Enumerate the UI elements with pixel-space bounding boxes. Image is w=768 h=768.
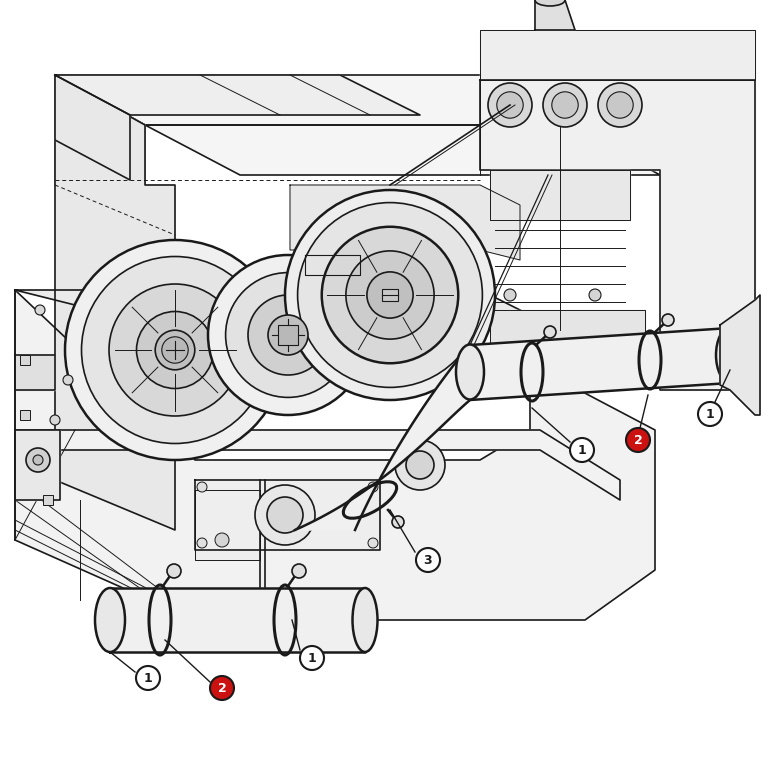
Polygon shape — [15, 290, 655, 620]
Circle shape — [50, 415, 60, 425]
Circle shape — [208, 255, 368, 415]
Circle shape — [65, 240, 285, 460]
Circle shape — [35, 305, 45, 315]
Polygon shape — [490, 310, 645, 380]
Circle shape — [255, 485, 315, 545]
Circle shape — [543, 83, 587, 127]
Circle shape — [570, 438, 594, 462]
Polygon shape — [15, 430, 60, 500]
Polygon shape — [295, 345, 470, 530]
Circle shape — [416, 548, 440, 572]
Circle shape — [626, 428, 650, 452]
Circle shape — [267, 497, 303, 533]
Circle shape — [598, 83, 642, 127]
Circle shape — [254, 592, 270, 608]
Circle shape — [33, 455, 43, 465]
Circle shape — [607, 92, 633, 118]
Ellipse shape — [95, 588, 125, 652]
Circle shape — [368, 482, 378, 492]
Bar — [382, 289, 398, 301]
Circle shape — [367, 272, 413, 318]
Polygon shape — [55, 75, 420, 115]
Circle shape — [162, 337, 188, 363]
Ellipse shape — [535, 0, 565, 6]
Text: 1: 1 — [144, 671, 152, 684]
Circle shape — [368, 538, 378, 548]
Polygon shape — [15, 355, 55, 390]
Circle shape — [504, 289, 516, 301]
Circle shape — [109, 284, 241, 416]
Circle shape — [589, 289, 601, 301]
Circle shape — [698, 402, 722, 426]
Circle shape — [81, 257, 269, 443]
Polygon shape — [480, 80, 755, 390]
Circle shape — [155, 330, 195, 370]
Polygon shape — [55, 75, 145, 235]
Polygon shape — [195, 490, 260, 560]
Polygon shape — [535, 0, 575, 30]
Circle shape — [300, 646, 324, 670]
Circle shape — [136, 666, 160, 690]
Circle shape — [551, 92, 578, 118]
Text: 2: 2 — [217, 681, 227, 694]
Circle shape — [392, 516, 404, 528]
Circle shape — [137, 312, 214, 389]
Text: 2: 2 — [634, 433, 642, 446]
Circle shape — [544, 326, 556, 338]
Circle shape — [268, 315, 308, 355]
Circle shape — [26, 448, 50, 472]
Circle shape — [167, 564, 181, 578]
Circle shape — [197, 482, 207, 492]
Polygon shape — [55, 75, 130, 180]
Ellipse shape — [353, 588, 378, 652]
Circle shape — [662, 314, 674, 326]
Circle shape — [251, 591, 269, 609]
Circle shape — [197, 538, 207, 548]
Text: 1: 1 — [706, 408, 714, 421]
Circle shape — [226, 273, 350, 397]
Circle shape — [514, 349, 526, 361]
Text: 3: 3 — [424, 554, 432, 567]
Ellipse shape — [456, 345, 484, 399]
Polygon shape — [480, 30, 755, 80]
Polygon shape — [290, 185, 520, 260]
Circle shape — [256, 596, 264, 604]
Polygon shape — [15, 290, 560, 380]
Bar — [278, 326, 297, 345]
Circle shape — [210, 676, 234, 700]
Circle shape — [248, 295, 328, 375]
Circle shape — [406, 451, 434, 479]
Circle shape — [292, 564, 306, 578]
Circle shape — [574, 349, 586, 361]
Circle shape — [346, 251, 434, 339]
Circle shape — [497, 92, 523, 118]
Polygon shape — [195, 480, 380, 550]
Polygon shape — [15, 430, 620, 500]
Bar — [43, 495, 53, 505]
Polygon shape — [720, 295, 760, 415]
Polygon shape — [110, 588, 365, 652]
Circle shape — [395, 440, 445, 490]
Circle shape — [215, 533, 229, 547]
Bar — [20, 355, 30, 365]
Bar — [20, 410, 30, 420]
Polygon shape — [470, 328, 730, 400]
Ellipse shape — [716, 327, 744, 382]
Circle shape — [285, 190, 495, 400]
Polygon shape — [55, 75, 175, 530]
Polygon shape — [490, 170, 630, 220]
Circle shape — [298, 203, 482, 387]
Polygon shape — [55, 75, 570, 125]
Polygon shape — [305, 255, 360, 275]
Circle shape — [322, 227, 458, 363]
Circle shape — [488, 83, 532, 127]
Polygon shape — [145, 125, 660, 175]
Circle shape — [63, 375, 73, 385]
Text: 1: 1 — [578, 443, 587, 456]
Text: 1: 1 — [308, 651, 316, 664]
